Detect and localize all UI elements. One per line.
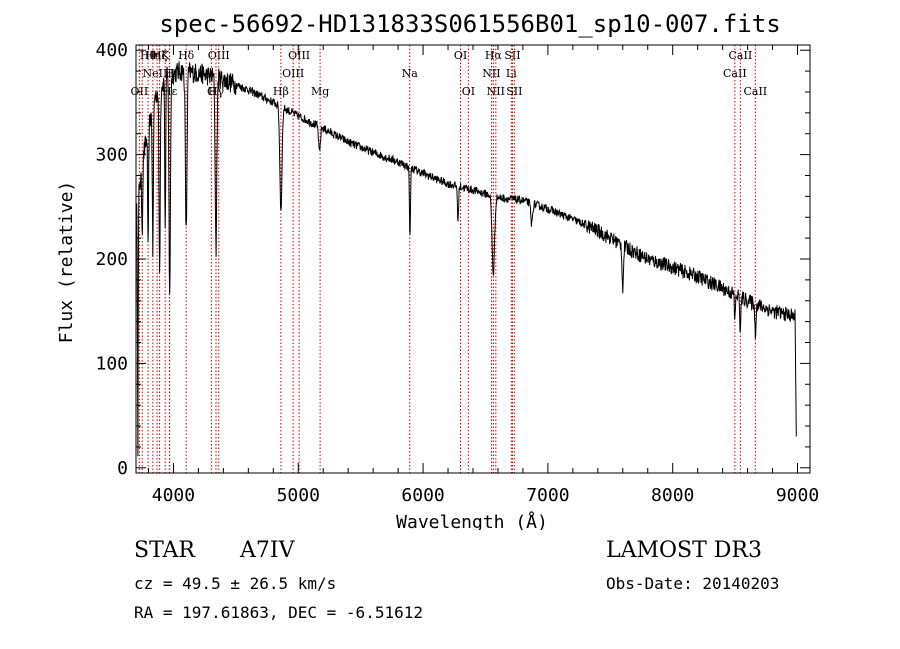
chart-title: spec-56692-HD131833S061556B01_sp10-007.f… bbox=[159, 10, 780, 38]
line-marker-label: Hα bbox=[485, 49, 503, 62]
y-tick-label: 200 bbox=[95, 249, 128, 270]
obs-date: Obs-Date: 20140203 bbox=[606, 574, 780, 593]
line-marker-label: Hβ bbox=[273, 85, 289, 98]
x-tick-label: 9000 bbox=[776, 485, 819, 506]
x-tick-label: 6000 bbox=[401, 485, 444, 506]
line-marker-label: OIII bbox=[282, 67, 304, 80]
line-marker-label: SII bbox=[506, 85, 522, 98]
survey-name: LAMOST DR3 bbox=[606, 538, 762, 563]
object-class: STAR bbox=[134, 538, 195, 563]
spectrum-chart: spec-56692-HD131833S061556B01_sp10-007.f… bbox=[56, 10, 819, 530]
line-marker-label: Hγ bbox=[208, 85, 225, 98]
x-tick-label: 7000 bbox=[526, 485, 569, 506]
line-marker-label: OIII bbox=[208, 49, 230, 62]
line-marker-label: OI bbox=[462, 85, 475, 98]
line-markers: OIIHθHηNeIIIHζKHHεHδGHγOIIIHβOIIIOIIIMgN… bbox=[131, 45, 767, 473]
line-marker-label: OIII bbox=[288, 49, 310, 62]
y-tick-label: 0 bbox=[117, 458, 128, 479]
line-marker-label: Li bbox=[506, 67, 517, 80]
line-marker-label: CaII bbox=[743, 85, 767, 98]
line-marker-label: SII bbox=[504, 49, 520, 62]
line-marker-label: NII bbox=[482, 67, 500, 80]
y-tick-label: 100 bbox=[95, 353, 128, 374]
line-marker-label: Hδ bbox=[178, 49, 195, 62]
line-marker-label: NII bbox=[487, 85, 505, 98]
line-marker-label: Na bbox=[402, 67, 419, 80]
line-marker-label: Hζ bbox=[152, 49, 168, 62]
line-marker-label: Mg bbox=[311, 85, 329, 98]
y-axis-label: Flux (relative) bbox=[56, 181, 77, 344]
line-marker-label: OI bbox=[454, 49, 467, 62]
line-marker-label: NeIII bbox=[143, 67, 172, 80]
x-axis-label: Wavelength (Å) bbox=[396, 511, 548, 530]
x-tick-label: 4000 bbox=[152, 485, 195, 506]
line-marker-label: CaII bbox=[729, 49, 753, 62]
line-marker-label: K bbox=[161, 49, 170, 62]
x-tick-label: 5000 bbox=[277, 485, 320, 506]
plot-frame bbox=[135, 44, 811, 474]
y-tick-label: 300 bbox=[95, 145, 128, 166]
y-tick-label: 400 bbox=[95, 40, 128, 61]
x-tick-label: 8000 bbox=[651, 485, 694, 506]
coordinates-readout: RA = 197.61863, DEC = -6.51612 bbox=[134, 603, 423, 622]
spectrum-line bbox=[135, 61, 797, 457]
y-axis: 0 100 200 300 400 bbox=[95, 40, 810, 479]
redshift-readout: cz = 49.5 ± 26.5 km/s bbox=[134, 574, 337, 593]
x-axis: 4000 5000 6000 7000 8000 9000 bbox=[147, 45, 819, 506]
line-marker-label: CaII bbox=[723, 67, 747, 80]
line-marker-label: G bbox=[207, 85, 216, 98]
object-subclass: A7IV bbox=[240, 538, 295, 563]
